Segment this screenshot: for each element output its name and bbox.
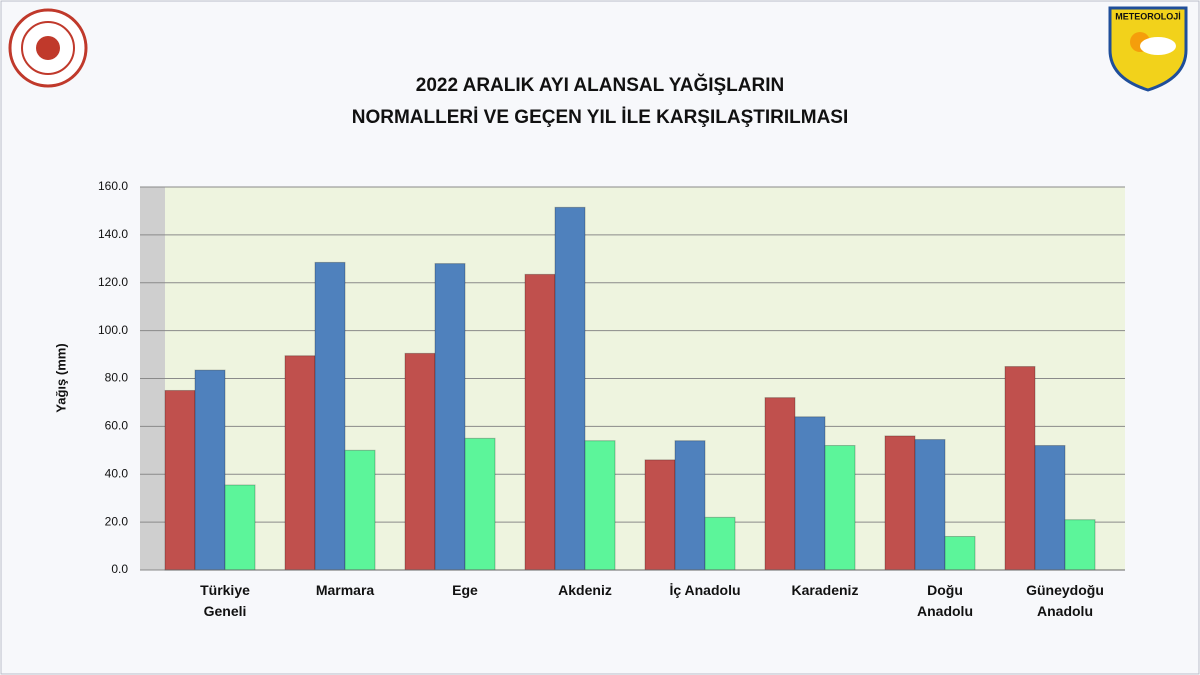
bar bbox=[524, 273, 556, 571]
y-tick-label: 140.0 bbox=[98, 227, 128, 241]
x-tick-label: Güneydoğu Anadolu bbox=[1026, 582, 1104, 619]
bar bbox=[464, 437, 496, 571]
x-tick-label: Marmara bbox=[316, 582, 375, 598]
logo-center bbox=[36, 36, 60, 60]
x-tick-label: Akdeniz bbox=[558, 582, 612, 598]
bar bbox=[554, 206, 586, 571]
logo-cloud bbox=[1140, 37, 1176, 55]
x-tick-label: Karadeniz bbox=[792, 582, 859, 598]
x-tick-label: İç Anadolu bbox=[669, 582, 740, 598]
logo-text: METEOROLOJİ bbox=[1115, 11, 1181, 21]
x-tick-label: Ege bbox=[452, 582, 478, 598]
y-tick-label: 60.0 bbox=[105, 419, 129, 433]
bar bbox=[344, 449, 376, 571]
meteoroloji-logo: METEOROLOJİ bbox=[1108, 6, 1188, 92]
bar bbox=[764, 397, 796, 571]
y-tick-label: 20.0 bbox=[105, 514, 129, 528]
bar bbox=[824, 445, 856, 571]
bar bbox=[194, 369, 226, 571]
bar bbox=[434, 263, 466, 571]
bar bbox=[284, 355, 316, 571]
bar bbox=[314, 261, 346, 571]
bar bbox=[944, 535, 976, 571]
y-tick-label: 120.0 bbox=[98, 275, 128, 289]
y-tick-label: 0.0 bbox=[111, 562, 128, 576]
y-tick-label: 160.0 bbox=[98, 179, 128, 193]
bar bbox=[794, 416, 826, 571]
y-axis-label: Yağış (mm) bbox=[53, 343, 68, 412]
y-tick-label: 40.0 bbox=[105, 466, 129, 480]
y-tick-label: 100.0 bbox=[98, 323, 128, 337]
bar bbox=[584, 440, 616, 571]
bar bbox=[224, 484, 256, 571]
bar bbox=[1064, 519, 1096, 571]
bar bbox=[164, 389, 196, 571]
ministry-logo bbox=[8, 8, 88, 88]
y-tick-label: 80.0 bbox=[105, 371, 129, 385]
bar bbox=[1004, 366, 1036, 571]
bar bbox=[404, 352, 436, 571]
bar bbox=[674, 440, 706, 571]
bar bbox=[884, 435, 916, 571]
x-tick-label: Türkiye Geneli bbox=[200, 582, 250, 619]
chart-title: 2022 ARALIK AYI ALANSAL YAĞIŞLARIN bbox=[416, 74, 784, 96]
bar bbox=[1034, 445, 1066, 571]
bar bbox=[704, 516, 736, 571]
bar bbox=[914, 439, 946, 571]
chart-title: NORMALLERİ VE GEÇEN YIL İLE KARŞILAŞTIRI… bbox=[352, 107, 849, 128]
x-tick-label: Doğu Anadolu bbox=[917, 582, 973, 619]
bar bbox=[644, 459, 676, 571]
